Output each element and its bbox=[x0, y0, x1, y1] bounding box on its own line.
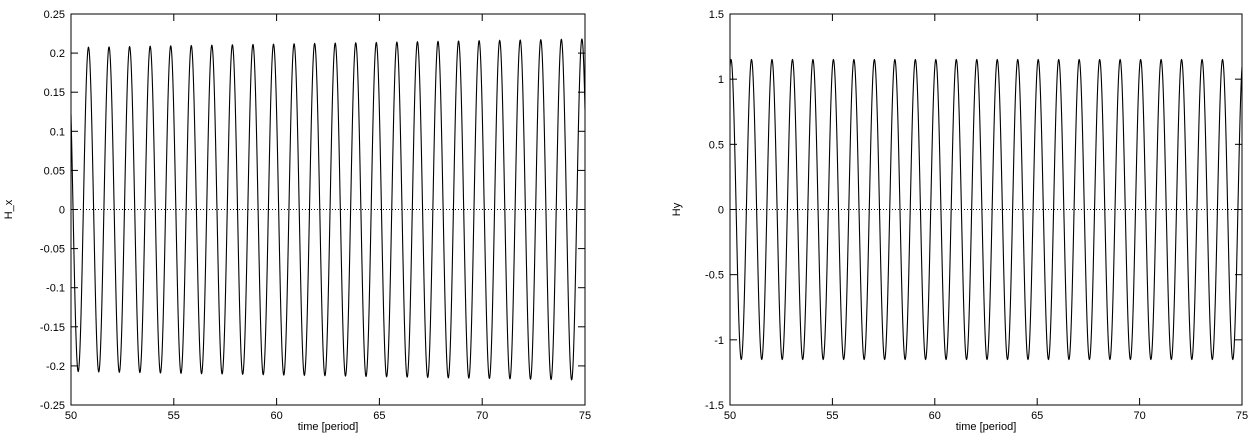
x-axis-label: time [period] bbox=[298, 421, 359, 433]
y-tick-label: 0.15 bbox=[44, 87, 65, 99]
x-tick-label: 55 bbox=[168, 410, 180, 422]
x-tick-label: 50 bbox=[724, 410, 736, 422]
series-line-1 bbox=[729, 58, 1243, 361]
y-tick-label: -0.5 bbox=[705, 270, 724, 282]
y-tick-label: 0.2 bbox=[50, 48, 65, 60]
y-tick-label: 1 bbox=[718, 74, 724, 86]
x-tick-label: 65 bbox=[373, 410, 385, 422]
series-line-1 bbox=[70, 38, 586, 381]
y-tick-label: 0.25 bbox=[44, 9, 65, 21]
y-tick-label: 1.5 bbox=[709, 9, 724, 21]
y-tick-label: 0 bbox=[718, 205, 724, 217]
x-tick-label: 50 bbox=[65, 410, 77, 422]
x-tick-label: 55 bbox=[826, 410, 838, 422]
y-tick-label: -0.05 bbox=[40, 244, 65, 256]
y-tick-label: -0.2 bbox=[46, 361, 65, 373]
chart-panel-2: 50 55 60 65 70 75 -1.5 -1 -0.5 0 0.5 1 1.5 time [peri… bbox=[671, 9, 1248, 433]
x-axis-label: time [period] bbox=[956, 421, 1017, 433]
chart-panel-1: 50 55 60 65 70 75 -0.25 -0.2 -0.15 -0.1 -0.05 0 0.05… bbox=[3, 9, 591, 433]
x-tick-label: 60 bbox=[270, 410, 282, 422]
x-tick-label: 75 bbox=[579, 410, 591, 422]
y-tick-label: -0.15 bbox=[40, 322, 65, 334]
y-tick-label: -1 bbox=[714, 335, 724, 347]
x-tick-label: 70 bbox=[476, 410, 488, 422]
y-tick-label: -0.1 bbox=[46, 283, 65, 295]
y-tick-label: 0 bbox=[59, 205, 65, 217]
y-tick-label: 0.5 bbox=[709, 139, 724, 151]
y-tick-label: -0.25 bbox=[40, 400, 65, 412]
y-tick-label: -1.5 bbox=[705, 400, 724, 412]
x-tick-label: 70 bbox=[1133, 410, 1145, 422]
x-tick-label: 75 bbox=[1236, 410, 1248, 422]
y-axis-label: Hy bbox=[671, 202, 683, 216]
y-axis-label: H_x bbox=[3, 199, 15, 219]
x-tick-label: 60 bbox=[929, 410, 941, 422]
y-tick-label: 0.05 bbox=[44, 165, 65, 177]
x-tick-label: 65 bbox=[1031, 410, 1043, 422]
y-tick-label: 0.1 bbox=[50, 126, 65, 138]
